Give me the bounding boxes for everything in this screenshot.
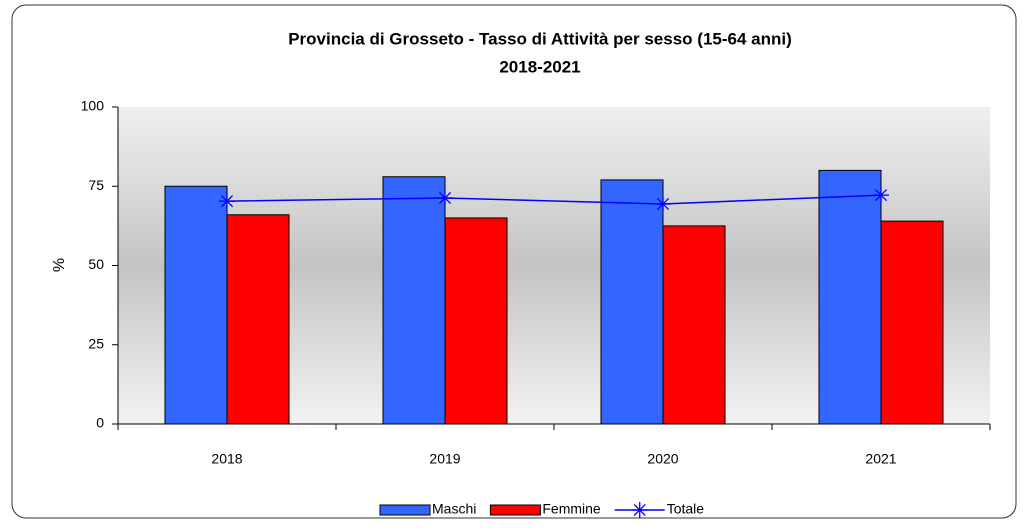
x-tick-label: 2018 [211, 451, 242, 467]
bar [444, 217, 508, 425]
legend-swatch [379, 504, 431, 516]
y-tick-label: 0 [96, 415, 104, 431]
marker [219, 193, 235, 210]
bar [164, 185, 228, 425]
legend-swatch [489, 504, 541, 516]
legend-label: Femmine [542, 501, 601, 517]
marker-stroke [438, 191, 452, 205]
marker-stroke [874, 189, 888, 202]
y-tick-label: 75 [88, 177, 104, 193]
marker [437, 189, 453, 206]
y-tick-label: 25 [88, 335, 104, 351]
x-tick-label: 2021 [865, 451, 896, 467]
x-tick-label: 2019 [429, 451, 460, 467]
line [226, 194, 882, 205]
x-tick-label: 2020 [647, 451, 678, 467]
bar [600, 179, 664, 425]
marker-stroke [633, 503, 646, 517]
bar [226, 214, 290, 425]
legend-marker [631, 502, 648, 518]
marker-stroke [656, 197, 670, 211]
bar [662, 225, 726, 425]
y-tick-label: 100 [81, 98, 105, 114]
chart-subtitle: 2018-2021 [499, 57, 580, 76]
y-axis-label: % [51, 258, 68, 272]
legend-label: Totale [667, 501, 705, 517]
bar [880, 220, 944, 425]
bar [382, 176, 446, 425]
y-tick-label: 50 [88, 256, 104, 272]
chart-title: Provincia di Grosseto - Tasso di Attivit… [288, 29, 792, 48]
marker-stroke [220, 195, 234, 208]
marker [873, 187, 889, 204]
legend-label: Maschi [432, 501, 476, 517]
bar [818, 169, 882, 425]
marker [655, 196, 671, 213]
